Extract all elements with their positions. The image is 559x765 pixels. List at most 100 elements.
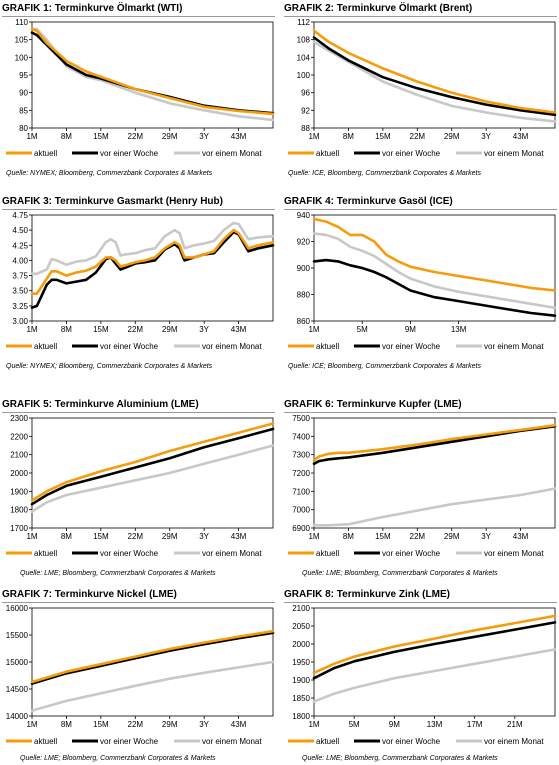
x-tick-label: 13M (427, 720, 443, 729)
x-tick-label: 29M (162, 532, 178, 541)
x-tick-label: 21M (507, 720, 523, 729)
series-line-aktuell (30, 422, 275, 502)
x-tick-label: 29M (444, 132, 460, 141)
grafik-label: GRAFIK 4: (284, 196, 334, 207)
y-tick-label: 1800 (292, 712, 310, 721)
chart-title-text: Terminkurve Nickel (LME) (54, 589, 177, 600)
x-tick-label: 5M (357, 325, 368, 334)
legend-label: aktuell (316, 737, 339, 746)
series-line-monat (30, 221, 275, 276)
chart-title: GRAFIK 4: Terminkurve Gasöl (ICE) (284, 195, 557, 210)
source-note: Quelle: LME; Bloomberg, Commerzbank Corp… (302, 570, 498, 577)
legend-label: vor einer Woche (100, 549, 159, 558)
x-tick-label: 1M (26, 325, 37, 334)
legend-label: aktuell (34, 342, 57, 351)
y-tick-label: 90 (19, 89, 28, 98)
plot-frame (313, 21, 556, 129)
series-line-aktuell (30, 228, 275, 295)
chart-title: GRAFIK 5: Terminkurve Aluminium (LME) (2, 398, 275, 413)
x-tick-label: 43M (231, 132, 247, 141)
chart-title: GRAFIK 7: Terminkurve Nickel (LME) (2, 588, 275, 603)
legend-label: vor einem Monat (202, 549, 262, 558)
chart-title-text: Terminkurve Gasöl (ICE) (336, 196, 453, 207)
series-line-monat (30, 660, 275, 712)
series-line-monat (30, 27, 275, 122)
legend-label: vor einem Monat (484, 149, 544, 158)
source-note: Quelle: LME; Bloomberg, Commerzbank Corp… (20, 755, 216, 762)
x-tick-label: 1M (26, 720, 37, 729)
x-tick-label: 15M (375, 132, 391, 141)
chart-title-text: Terminkurve Aluminium (LME) (54, 399, 199, 410)
x-tick-label: 1M (308, 720, 319, 729)
series-line-woche (312, 36, 557, 117)
y-tick-label: 6900 (292, 524, 310, 533)
x-tick-label: 29M (444, 532, 460, 541)
chart-title-text: Terminkurve Ölmarkt (Brent) (336, 3, 473, 14)
y-tick-label: 7100 (292, 487, 310, 496)
grafik-label: GRAFIK 5: (2, 399, 52, 410)
chart-title: GRAFIK 6: Terminkurve Kupfer (LME) (284, 398, 557, 413)
y-tick-label: 110 (15, 18, 28, 27)
x-tick-label: 8M (61, 325, 72, 334)
x-tick-label: 3Y (199, 532, 209, 541)
y-tick-label: 920 (297, 238, 311, 247)
y-tick-label: 4.50 (12, 226, 28, 235)
x-tick-label: 3Y (199, 720, 209, 729)
plot-frame (313, 214, 556, 322)
legend-label: aktuell (316, 149, 339, 158)
x-tick-label: 17M (467, 720, 483, 729)
x-tick-label: 22M (128, 532, 144, 541)
chart-c8: 1800 1850 1900 1950 2000 2050 2100 1M 5M 9M 13M 17M… (288, 604, 557, 746)
y-tick-label: 88 (301, 124, 310, 133)
y-tick-label: 14000 (6, 712, 29, 721)
legend-label: vor einem Monat (484, 342, 544, 351)
chart-c3: 3.00 3.25 3.50 3.75 4.00 4.25 4.50 4.75 1M 8M 15M 2… (6, 211, 275, 351)
y-tick-label: 4.25 (12, 241, 28, 250)
legend-label: vor einem Monat (484, 737, 544, 746)
x-tick-label: 22M (410, 132, 426, 141)
y-tick-label: 4.75 (12, 211, 28, 220)
grafik-label: GRAFIK 2: (284, 3, 334, 14)
x-tick-label: 1M (308, 325, 319, 334)
x-tick-label: 22M (128, 720, 144, 729)
x-tick-label: 15M (375, 532, 391, 541)
y-tick-label: 105 (15, 36, 29, 45)
legend-label: vor einem Monat (202, 737, 262, 746)
y-tick-label: 85 (19, 106, 28, 115)
x-tick-label: 1M (26, 132, 37, 141)
legend-label: vor einem Monat (484, 549, 544, 558)
x-tick-label: 29M (162, 132, 178, 141)
chart-c7: 14000 14500 15000 15500 16000 1M 8M 15M 22M 29M 3Y… (6, 604, 275, 746)
series-line-aktuell (30, 27, 275, 116)
plot-frame (31, 21, 274, 129)
x-tick-label: 29M (162, 720, 178, 729)
series-line-woche (30, 631, 275, 685)
legend-label: aktuell (34, 149, 57, 158)
x-tick-label: 8M (343, 132, 354, 141)
source-note: Quelle: NYMEX; Bloomberg, Commerzbank Co… (6, 170, 213, 177)
y-tick-label: 2100 (292, 604, 310, 613)
y-tick-label: 940 (297, 211, 311, 220)
x-tick-label: 1M (308, 132, 319, 141)
y-tick-label: 860 (297, 317, 311, 326)
series-line-woche (312, 425, 557, 466)
grafik-label: GRAFIK 1: (2, 3, 52, 14)
x-tick-label: 15M (93, 720, 109, 729)
x-tick-label: 8M (343, 532, 354, 541)
y-tick-label: 92 (301, 106, 310, 115)
source-note: Quelle: ICE; Bloomberg, Commerzbank Corp… (288, 363, 481, 370)
x-tick-label: 22M (128, 325, 144, 334)
chart-title: GRAFIK 3: Terminkurve Gasmarkt (Henry Hu… (2, 195, 275, 210)
x-tick-label: 5M (349, 720, 360, 729)
source-note: Quelle: NYMEX; Bloomberg, Commerzbank Co… (6, 363, 213, 370)
x-tick-label: 3Y (199, 325, 209, 334)
legend-label: vor einem Monat (202, 342, 262, 351)
series-line-aktuell (312, 424, 557, 462)
x-tick-label: 15M (93, 132, 109, 141)
y-tick-label: 7300 (292, 451, 310, 460)
plot-frame (313, 417, 556, 529)
x-tick-label: 3Y (481, 532, 491, 541)
x-tick-label: 29M (162, 325, 178, 334)
y-tick-label: 1700 (10, 524, 28, 533)
series-line-monat (30, 444, 275, 513)
